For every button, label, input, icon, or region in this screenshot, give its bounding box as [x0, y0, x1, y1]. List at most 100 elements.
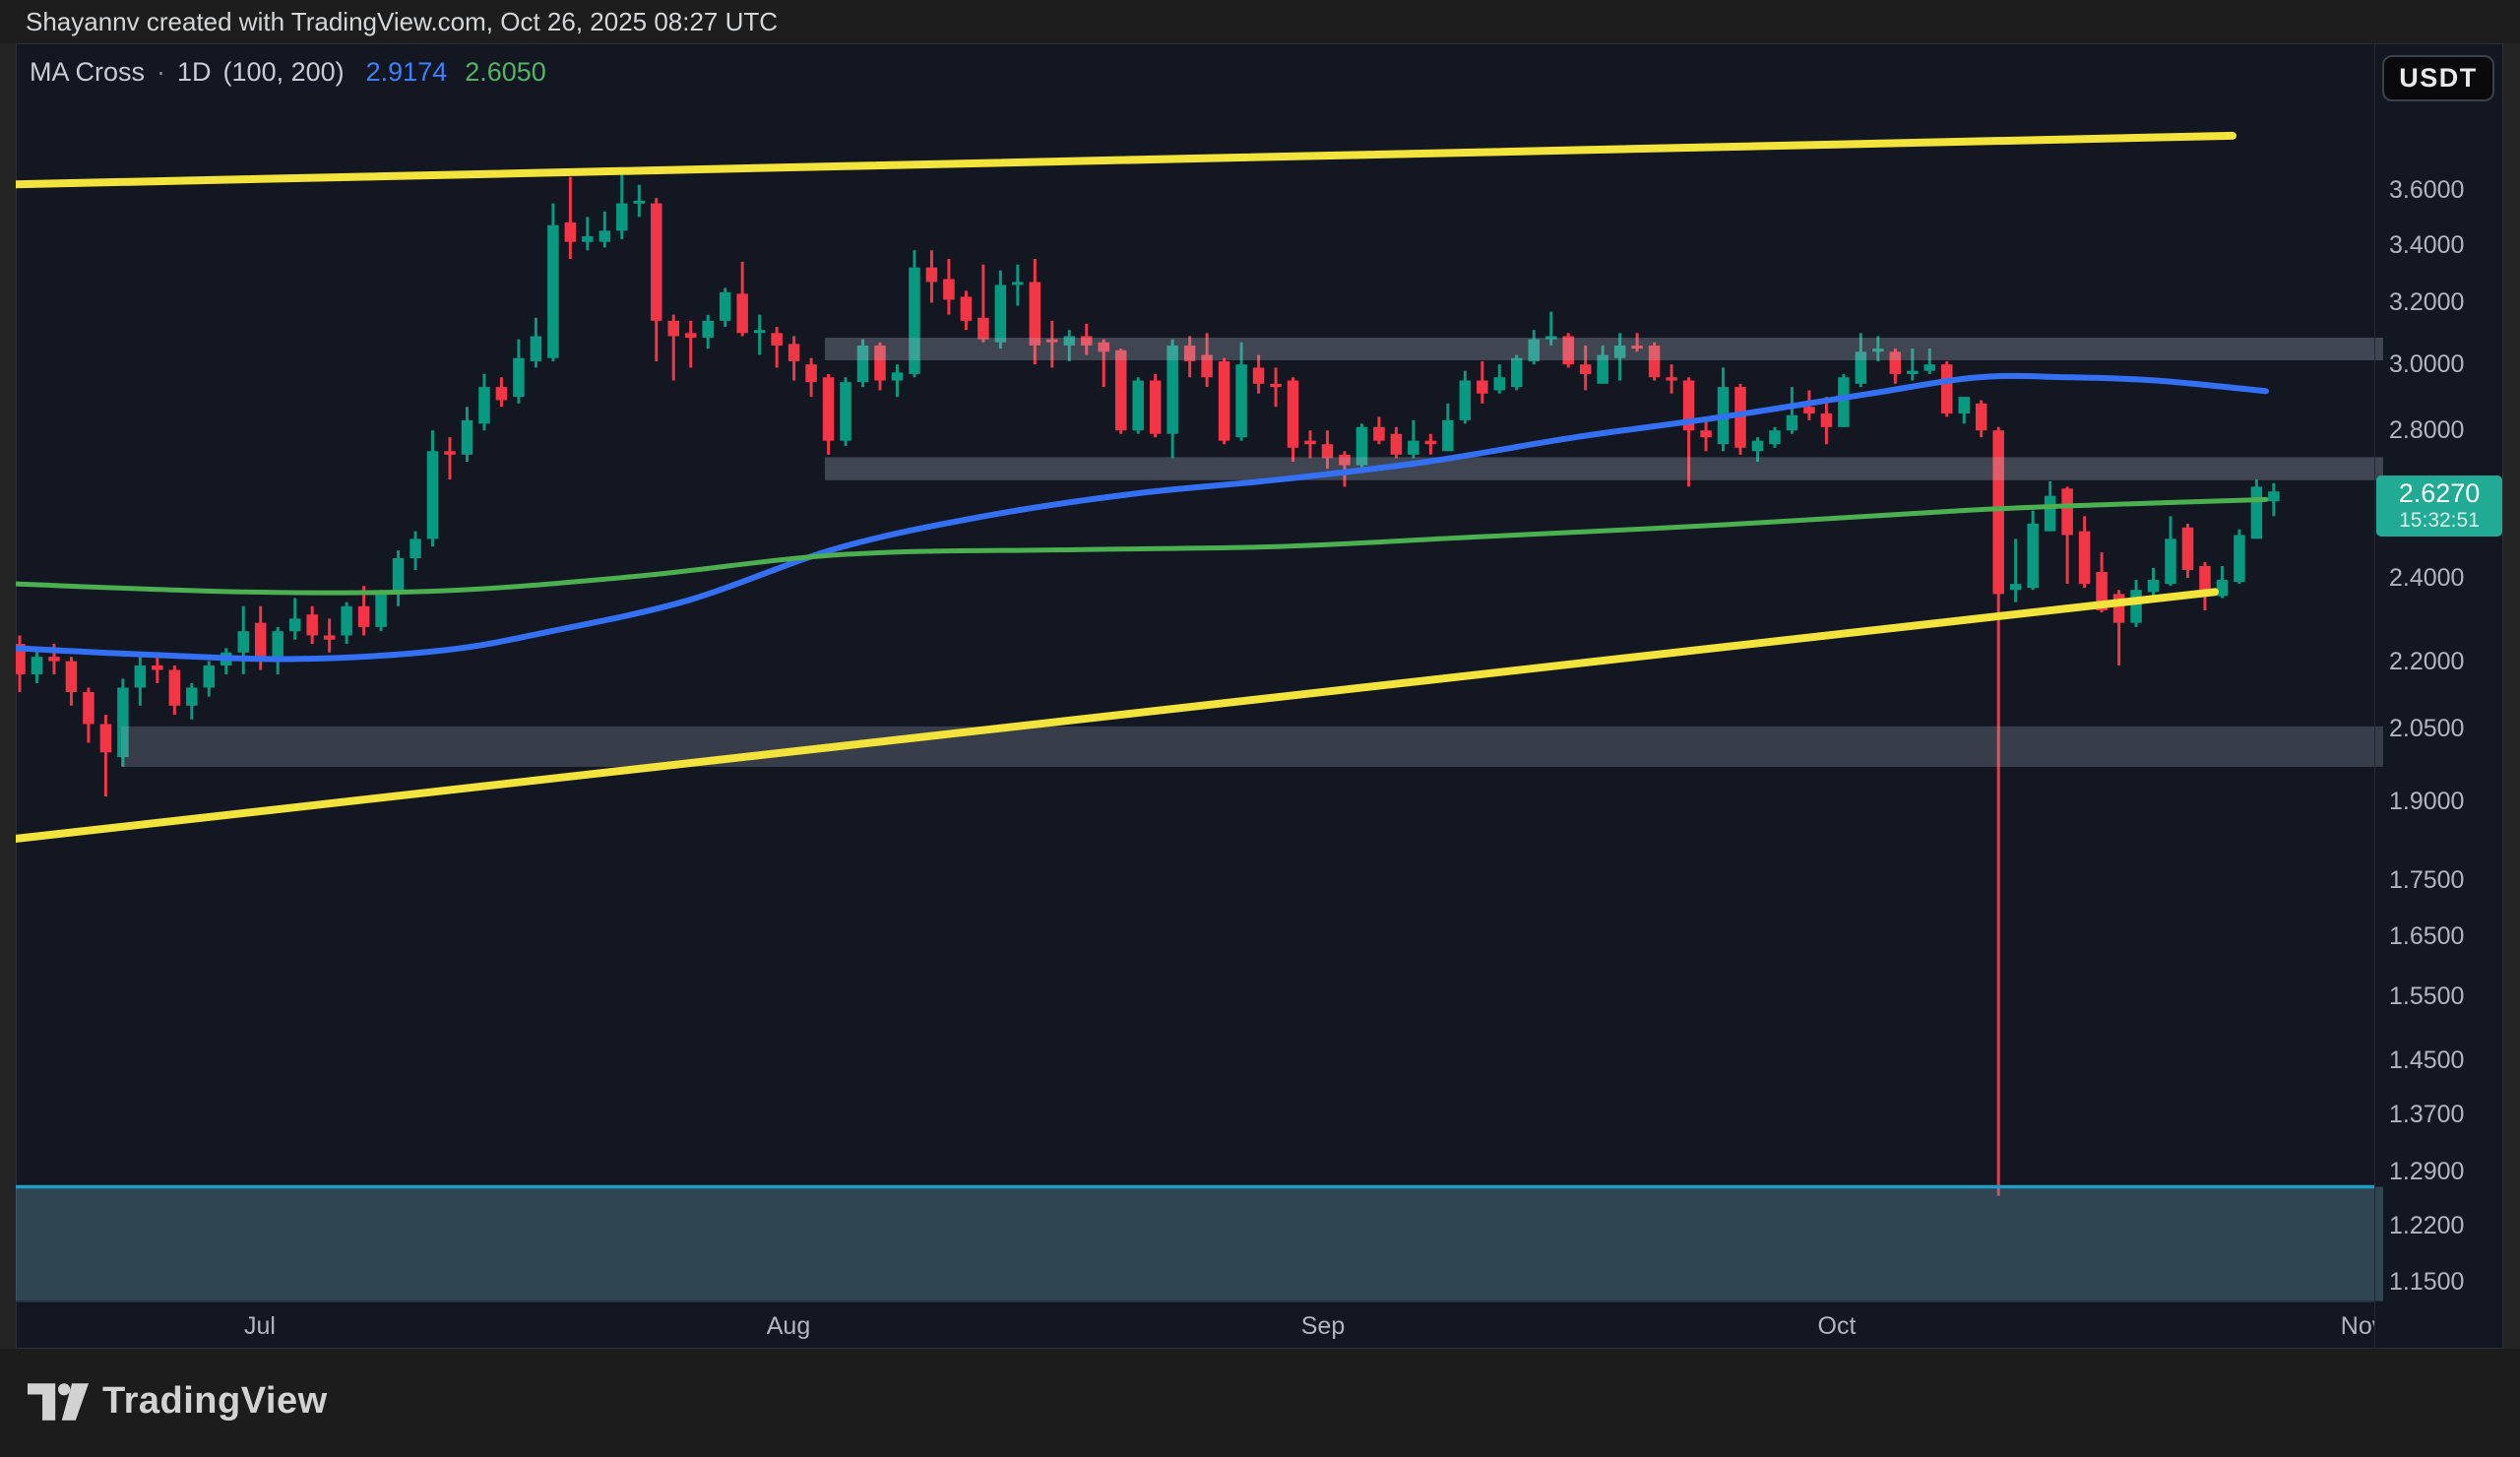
candle-body: [1408, 440, 1419, 455]
price-label: 2.2000: [2389, 647, 2465, 675]
candle-body: [1975, 403, 1987, 431]
candle-body: [651, 203, 662, 321]
price-label: 3.6000: [2389, 176, 2465, 204]
candle-body: [1872, 348, 1884, 352]
candle-body: [288, 618, 301, 632]
tradingview-logo[interactable]: TradingView: [28, 1380, 328, 1423]
candle-body: [2112, 594, 2125, 623]
ma100-value: 2.9174: [365, 57, 448, 87]
candle-body: [1373, 426, 1385, 441]
candle-body: [1666, 377, 1677, 381]
axis-zone-tab: [2375, 457, 2383, 480]
candle-body: [1149, 380, 1162, 434]
candle-body: [1511, 357, 1523, 388]
price-axis[interactable]: 2.6270 15:32:51 3.6000 3.4000 3.2000 3.0000…: [2374, 43, 2503, 1349]
candle-body: [478, 387, 490, 424]
candle-body: [1183, 345, 1196, 361]
candle-body: [1648, 345, 1661, 378]
candle-body: [1166, 345, 1178, 434]
last-price-badge: 2.6270 15:32:51: [2376, 475, 2502, 538]
header-bar: Shayannv created with TradingView.com, O…: [0, 0, 2520, 43]
candle-body: [719, 291, 731, 321]
candle-body: [513, 357, 525, 398]
candle-body: [2009, 584, 2022, 591]
candle-body: [306, 614, 318, 636]
quote-currency-button[interactable]: USDT: [2382, 55, 2494, 101]
candle-body: [702, 320, 714, 339]
candle-body: [16, 644, 26, 674]
candle-body: [1012, 282, 1024, 285]
price-label: 2.8000: [2389, 416, 2465, 445]
ma-layer: [16, 372, 2269, 663]
price-label: 1.3700: [2389, 1100, 2465, 1128]
candle-body: [1098, 342, 1109, 352]
candle-body: [1235, 364, 1247, 438]
candle-body: [2165, 538, 2176, 585]
price-label: 1.2200: [2389, 1211, 2465, 1239]
last-price-value: 2.6270: [2398, 478, 2481, 509]
candle-body: [1270, 383, 1282, 388]
candle-body: [1597, 354, 1608, 384]
candle-body: [564, 222, 577, 242]
candle-body: [1579, 364, 1592, 374]
axis-zone-tab: [2375, 338, 2383, 360]
candle-body: [598, 230, 611, 242]
month-label-sep: Sep: [1300, 1312, 1346, 1340]
candle-body: [805, 364, 817, 383]
candle-body: [495, 387, 508, 401]
candle-body: [960, 296, 973, 321]
candle-body: [1803, 407, 1815, 414]
candle-body: [1528, 339, 1540, 361]
candle-body: [667, 320, 679, 337]
month-label-aug: Aug: [766, 1312, 811, 1340]
price-label: 1.6500: [2389, 922, 2465, 951]
candle-body: [134, 665, 147, 688]
candle-body: [2061, 488, 2073, 536]
upper-channel: [16, 131, 2236, 189]
candle-body: [1493, 377, 1506, 391]
month-label-nov: Nov: [2340, 1312, 2374, 1340]
candle-body: [1339, 454, 1351, 466]
trendlines-layer: [16, 131, 2236, 843]
price-label: 1.1500: [2389, 1268, 2465, 1296]
candle-body: [582, 236, 594, 242]
indicator-name: MA Cross: [30, 57, 146, 87]
candle-body: [444, 451, 456, 455]
candle-body: [1631, 345, 1643, 349]
lower-channel: [16, 588, 2219, 843]
indicator-legend[interactable]: MA Cross · 1D (100, 200) 2.9174 2.6050: [30, 57, 546, 88]
candle-body: [925, 267, 938, 283]
candle-body: [874, 345, 886, 381]
candle-body: [1132, 380, 1144, 431]
price-label: 3.2000: [2389, 288, 2465, 317]
candle-body: [237, 631, 249, 653]
price-label: 1.2900: [2389, 1158, 2465, 1186]
candle-body: [736, 293, 748, 334]
price-label: 2.0500: [2389, 715, 2465, 743]
candle-body: [1941, 364, 1953, 414]
price-label: 1.4500: [2389, 1045, 2465, 1074]
candle-body: [994, 285, 1007, 343]
ma200-line: [16, 496, 2269, 596]
zones-layer: [16, 338, 2374, 1301]
candle-body: [1544, 336, 1557, 340]
candle-body: [117, 687, 129, 758]
candle-body: [822, 377, 835, 441]
legend-interval: 1D: [177, 57, 212, 87]
candle-body: [99, 724, 112, 753]
candle-body: [943, 279, 955, 300]
candle-body: [1304, 440, 1316, 445]
candle-body: [2234, 535, 2245, 583]
candle-body: [2078, 531, 2091, 585]
candle-body: [357, 605, 370, 627]
candle-body: [1046, 339, 1058, 343]
axis-zone-tab: [2375, 726, 2383, 767]
footer-bar: TradingView: [0, 1349, 2520, 1457]
price-label: 1.9000: [2389, 788, 2465, 816]
time-axis[interactable]: Jul Aug Sep Oct Nov: [16, 1301, 2374, 1349]
candle-body: [840, 382, 851, 441]
price-label: 3.0000: [2389, 350, 2465, 379]
candle-body: [633, 200, 646, 204]
candle-body: [152, 665, 163, 670]
